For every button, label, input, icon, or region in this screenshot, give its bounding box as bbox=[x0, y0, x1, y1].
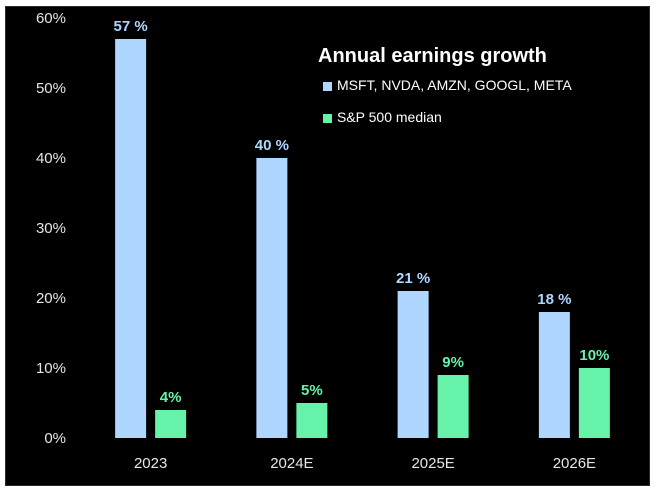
bar bbox=[578, 368, 610, 438]
legend-label: S&P 500 median bbox=[337, 109, 442, 125]
legend-swatch bbox=[323, 114, 332, 123]
bar bbox=[256, 158, 288, 438]
data-label: 21 % bbox=[396, 270, 430, 287]
bar bbox=[155, 410, 187, 438]
x-axis: 2023 2024E 2025E 2026E bbox=[134, 455, 596, 472]
data-label: 10% bbox=[579, 347, 609, 364]
data-label: 57 % bbox=[114, 18, 148, 35]
bar bbox=[397, 291, 429, 438]
data-labels: 57 % 40 % 21 % 18 % 4% 5% 9% 10% bbox=[114, 18, 610, 406]
bar bbox=[115, 39, 147, 438]
legend: MSFT, NVDA, AMZN, GOOGL, META S&P 500 med… bbox=[323, 77, 572, 125]
data-label: 5% bbox=[301, 382, 323, 399]
bar bbox=[538, 312, 570, 438]
y-tick-label: 30% bbox=[36, 220, 66, 237]
x-tick-label: 2026E bbox=[553, 455, 596, 472]
chart-title: Annual earnings growth bbox=[318, 45, 547, 67]
data-label: 9% bbox=[442, 354, 464, 371]
y-axis: 0% 10% 20% 30% 40% 50% 60% bbox=[36, 10, 66, 447]
legend-swatch bbox=[323, 82, 332, 91]
data-label: 18 % bbox=[537, 291, 571, 308]
y-tick-label: 50% bbox=[36, 80, 66, 97]
y-tick-label: 60% bbox=[36, 10, 66, 27]
y-tick-label: 0% bbox=[44, 430, 66, 447]
bar bbox=[296, 403, 328, 438]
x-tick-label: 2024E bbox=[270, 455, 313, 472]
bar bbox=[437, 375, 469, 438]
y-tick-label: 10% bbox=[36, 360, 66, 377]
bars bbox=[115, 39, 610, 438]
legend-label: MSFT, NVDA, AMZN, GOOGL, META bbox=[337, 77, 572, 93]
data-label: 40 % bbox=[255, 137, 289, 154]
data-label: 4% bbox=[160, 389, 182, 406]
x-tick-label: 2025E bbox=[411, 455, 454, 472]
x-tick-label: 2023 bbox=[134, 455, 167, 472]
y-tick-label: 40% bbox=[36, 150, 66, 167]
y-tick-label: 20% bbox=[36, 290, 66, 307]
